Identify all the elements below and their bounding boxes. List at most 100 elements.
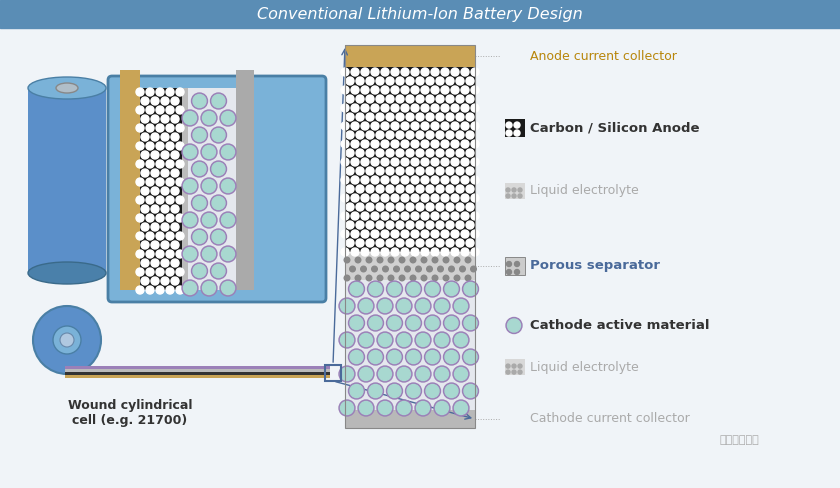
Circle shape [411,248,419,256]
Circle shape [377,298,393,314]
Circle shape [346,149,354,157]
Bar [65,369,330,372]
Circle shape [201,144,217,160]
Circle shape [446,149,454,157]
Circle shape [463,349,479,365]
Circle shape [369,317,382,329]
Circle shape [369,350,382,364]
Circle shape [518,364,522,368]
Circle shape [426,149,434,157]
Circle shape [426,77,434,85]
Circle shape [366,167,374,175]
Circle shape [464,317,477,329]
Circle shape [151,223,159,231]
Circle shape [424,383,440,399]
Circle shape [386,131,394,139]
Circle shape [451,68,459,76]
Circle shape [451,248,459,256]
Circle shape [466,77,474,85]
Circle shape [366,221,374,229]
Circle shape [151,187,159,195]
Circle shape [456,149,464,157]
Circle shape [426,167,434,175]
Circle shape [366,239,374,247]
Circle shape [411,86,419,94]
Circle shape [391,86,399,94]
Circle shape [456,77,464,85]
Circle shape [161,97,169,105]
Circle shape [183,282,197,294]
Circle shape [377,257,383,263]
Circle shape [346,185,354,193]
Circle shape [406,281,422,297]
Circle shape [151,241,159,249]
Circle shape [436,131,444,139]
Circle shape [435,402,449,414]
Circle shape [156,124,164,132]
Circle shape [512,188,516,192]
Circle shape [161,169,169,177]
Circle shape [391,248,399,256]
Circle shape [202,214,216,226]
Circle shape [431,158,439,166]
Circle shape [454,367,468,381]
Circle shape [512,364,516,368]
Bar [0,0,840,28]
Circle shape [426,350,439,364]
Circle shape [401,212,409,220]
Circle shape [463,281,479,297]
Circle shape [366,257,372,263]
Circle shape [171,277,179,285]
Circle shape [461,68,469,76]
Circle shape [146,268,154,276]
Circle shape [339,298,355,314]
Circle shape [453,298,469,314]
Circle shape [407,350,420,364]
Circle shape [506,364,510,368]
Circle shape [355,257,361,263]
Circle shape [466,239,474,247]
Circle shape [151,151,159,159]
Circle shape [406,185,414,193]
Circle shape [356,149,364,157]
Circle shape [396,298,412,314]
Circle shape [376,113,384,121]
Circle shape [193,128,206,142]
Circle shape [406,203,414,211]
Circle shape [444,257,449,263]
Circle shape [406,113,414,121]
Circle shape [406,77,414,85]
Circle shape [220,246,236,262]
Circle shape [339,400,355,416]
Circle shape [371,266,377,272]
Circle shape [141,169,149,177]
Circle shape [368,383,384,399]
Circle shape [341,230,349,238]
Circle shape [424,281,440,297]
Circle shape [426,203,434,211]
Circle shape [371,248,379,256]
Circle shape [386,185,394,193]
Circle shape [176,286,184,294]
Circle shape [456,239,464,247]
Circle shape [441,140,449,148]
Circle shape [512,370,516,374]
Circle shape [433,257,438,263]
Circle shape [421,158,429,166]
Circle shape [351,122,359,130]
Circle shape [146,250,154,258]
Circle shape [441,68,449,76]
Ellipse shape [60,333,74,347]
Circle shape [368,281,384,297]
Circle shape [361,68,369,76]
Circle shape [411,212,419,220]
Circle shape [507,319,521,332]
Circle shape [211,229,227,245]
Circle shape [193,230,206,244]
Circle shape [386,281,402,297]
Circle shape [381,230,389,238]
Circle shape [346,95,354,103]
Circle shape [461,158,469,166]
Circle shape [356,113,364,121]
Circle shape [456,95,464,103]
